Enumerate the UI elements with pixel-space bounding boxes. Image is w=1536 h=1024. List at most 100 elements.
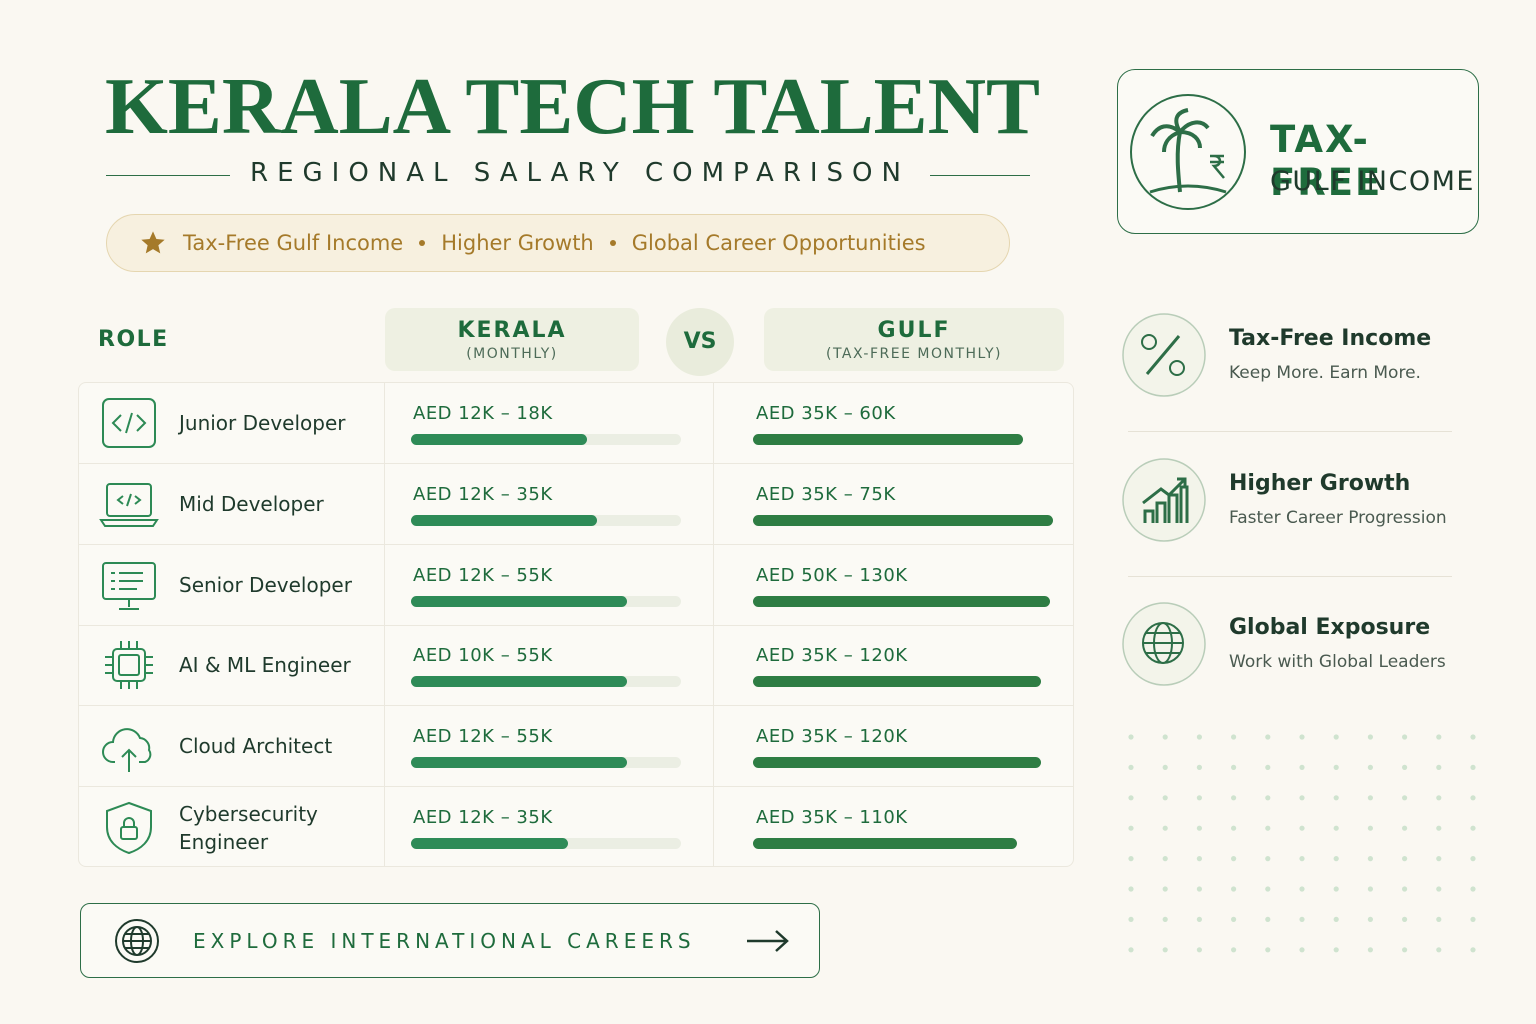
dot xyxy=(1231,764,1237,771)
dot xyxy=(1162,886,1168,892)
arrow-icon xyxy=(747,930,789,952)
feature-icon xyxy=(1122,458,1206,542)
dot xyxy=(1162,795,1168,801)
feature-title: Higher Growth xyxy=(1229,471,1411,496)
dot xyxy=(1128,886,1134,892)
dot xyxy=(1436,825,1442,831)
dot xyxy=(1333,947,1339,953)
role-name: Cloud Architect xyxy=(179,734,333,759)
divider xyxy=(1128,431,1452,432)
dot xyxy=(1402,886,1408,892)
dot xyxy=(1196,916,1202,923)
dot xyxy=(1162,825,1168,831)
column-header: GULF (TAX-FREE MONTHLY) xyxy=(764,308,1064,371)
column-header: KERALA (MONTHLY) xyxy=(385,308,639,371)
column-divider xyxy=(713,383,714,866)
dot xyxy=(1402,795,1408,801)
dot xyxy=(1470,825,1476,831)
salary-range: AED 10K – 55K xyxy=(413,645,553,667)
salary-range: AED 12K – 35K xyxy=(413,807,553,828)
dot xyxy=(1196,795,1202,801)
role-icon xyxy=(102,561,156,610)
role-icon xyxy=(99,482,159,527)
highlight: Tax-Free Gulf Income xyxy=(183,231,404,255)
table-row: Junior Developer AED 12K – 18K AED 35K – 6… xyxy=(79,383,1073,464)
dot xyxy=(1128,856,1134,862)
dot xyxy=(1367,825,1373,831)
highlight: Higher Growth xyxy=(441,231,594,255)
dot xyxy=(1265,764,1271,771)
dot xyxy=(1196,886,1202,892)
dot xyxy=(1128,764,1134,771)
badge-line: TAX-FREE xyxy=(1270,118,1383,204)
bar-track xyxy=(411,514,681,526)
role-icon xyxy=(106,801,152,855)
dot xyxy=(1402,947,1408,953)
feature-text: Work with Global Leaders xyxy=(1229,652,1446,672)
salary-range: AED 12K – 55K xyxy=(413,726,553,748)
dot xyxy=(1299,916,1305,923)
kerala-bar xyxy=(411,757,627,769)
salary-range: AED 35K – 120K xyxy=(756,645,908,667)
dot xyxy=(1367,947,1373,953)
highlight: Global Career Opportunities xyxy=(631,231,926,255)
dot xyxy=(1265,795,1271,801)
dot xyxy=(1162,916,1168,923)
bar-track xyxy=(753,676,1053,688)
salary-range: AED 35K – 75K xyxy=(756,483,896,505)
dot xyxy=(1333,764,1339,771)
subtitle: REGIONAL SALARY COMPARISON xyxy=(250,158,910,188)
gulf-bar xyxy=(753,676,1041,688)
salary-table: Junior Developer AED 12K – 18K AED 35K – 6… xyxy=(78,382,1074,867)
dot xyxy=(1436,916,1442,923)
dot xyxy=(1402,856,1408,862)
separator xyxy=(609,240,616,246)
dot xyxy=(1333,795,1339,801)
dot xyxy=(1196,856,1202,862)
cta-button[interactable]: EXPLORE INTERNATIONAL CAREERS xyxy=(80,903,820,978)
feature-title: Tax-Free Income xyxy=(1229,326,1432,351)
table-row: Cloud Architect AED 12K – 55K AED 35K – 12… xyxy=(79,706,1073,788)
dot xyxy=(1265,856,1271,862)
dot xyxy=(1299,825,1305,831)
dot xyxy=(1367,764,1373,771)
dot xyxy=(1299,856,1305,862)
dot xyxy=(1436,886,1442,892)
dot xyxy=(1436,856,1442,862)
divider xyxy=(930,175,1030,176)
dot xyxy=(1128,916,1134,923)
dot xyxy=(1162,856,1168,862)
dot xyxy=(1196,764,1202,771)
column-divider xyxy=(384,383,385,866)
dot xyxy=(1367,856,1373,862)
dot xyxy=(1470,916,1476,923)
column-title: KERALA xyxy=(457,318,567,343)
dot xyxy=(1333,916,1339,923)
dot xyxy=(1231,795,1237,801)
dot xyxy=(1128,734,1134,740)
role-name: Junior Developer xyxy=(179,411,346,435)
dot xyxy=(1231,825,1237,831)
dot xyxy=(1162,947,1168,953)
cta-label[interactable]: EXPLORE INTERNATIONAL CAREERS xyxy=(193,929,696,953)
palm-icon xyxy=(1130,94,1246,210)
dot xyxy=(1265,886,1271,892)
role-name: Mid Developer xyxy=(179,491,324,516)
feature-text: Faster Career Progression xyxy=(1229,508,1447,528)
divider xyxy=(106,175,230,176)
table-row: AI & ML Engineer AED 10K – 55K AED 35K – 1… xyxy=(79,625,1073,707)
dot xyxy=(1436,764,1442,771)
dot xyxy=(1470,764,1476,771)
kerala-bar xyxy=(411,595,627,607)
bar-track xyxy=(411,757,681,769)
column-title: GULF xyxy=(877,318,951,343)
feature-title: Global Exposure xyxy=(1229,615,1431,640)
bar-track xyxy=(753,595,1053,607)
dot xyxy=(1231,734,1237,740)
dot xyxy=(1231,916,1237,923)
salary-range: AED 12K – 55K xyxy=(413,564,553,586)
bar-track xyxy=(411,838,681,849)
dot xyxy=(1402,825,1408,831)
